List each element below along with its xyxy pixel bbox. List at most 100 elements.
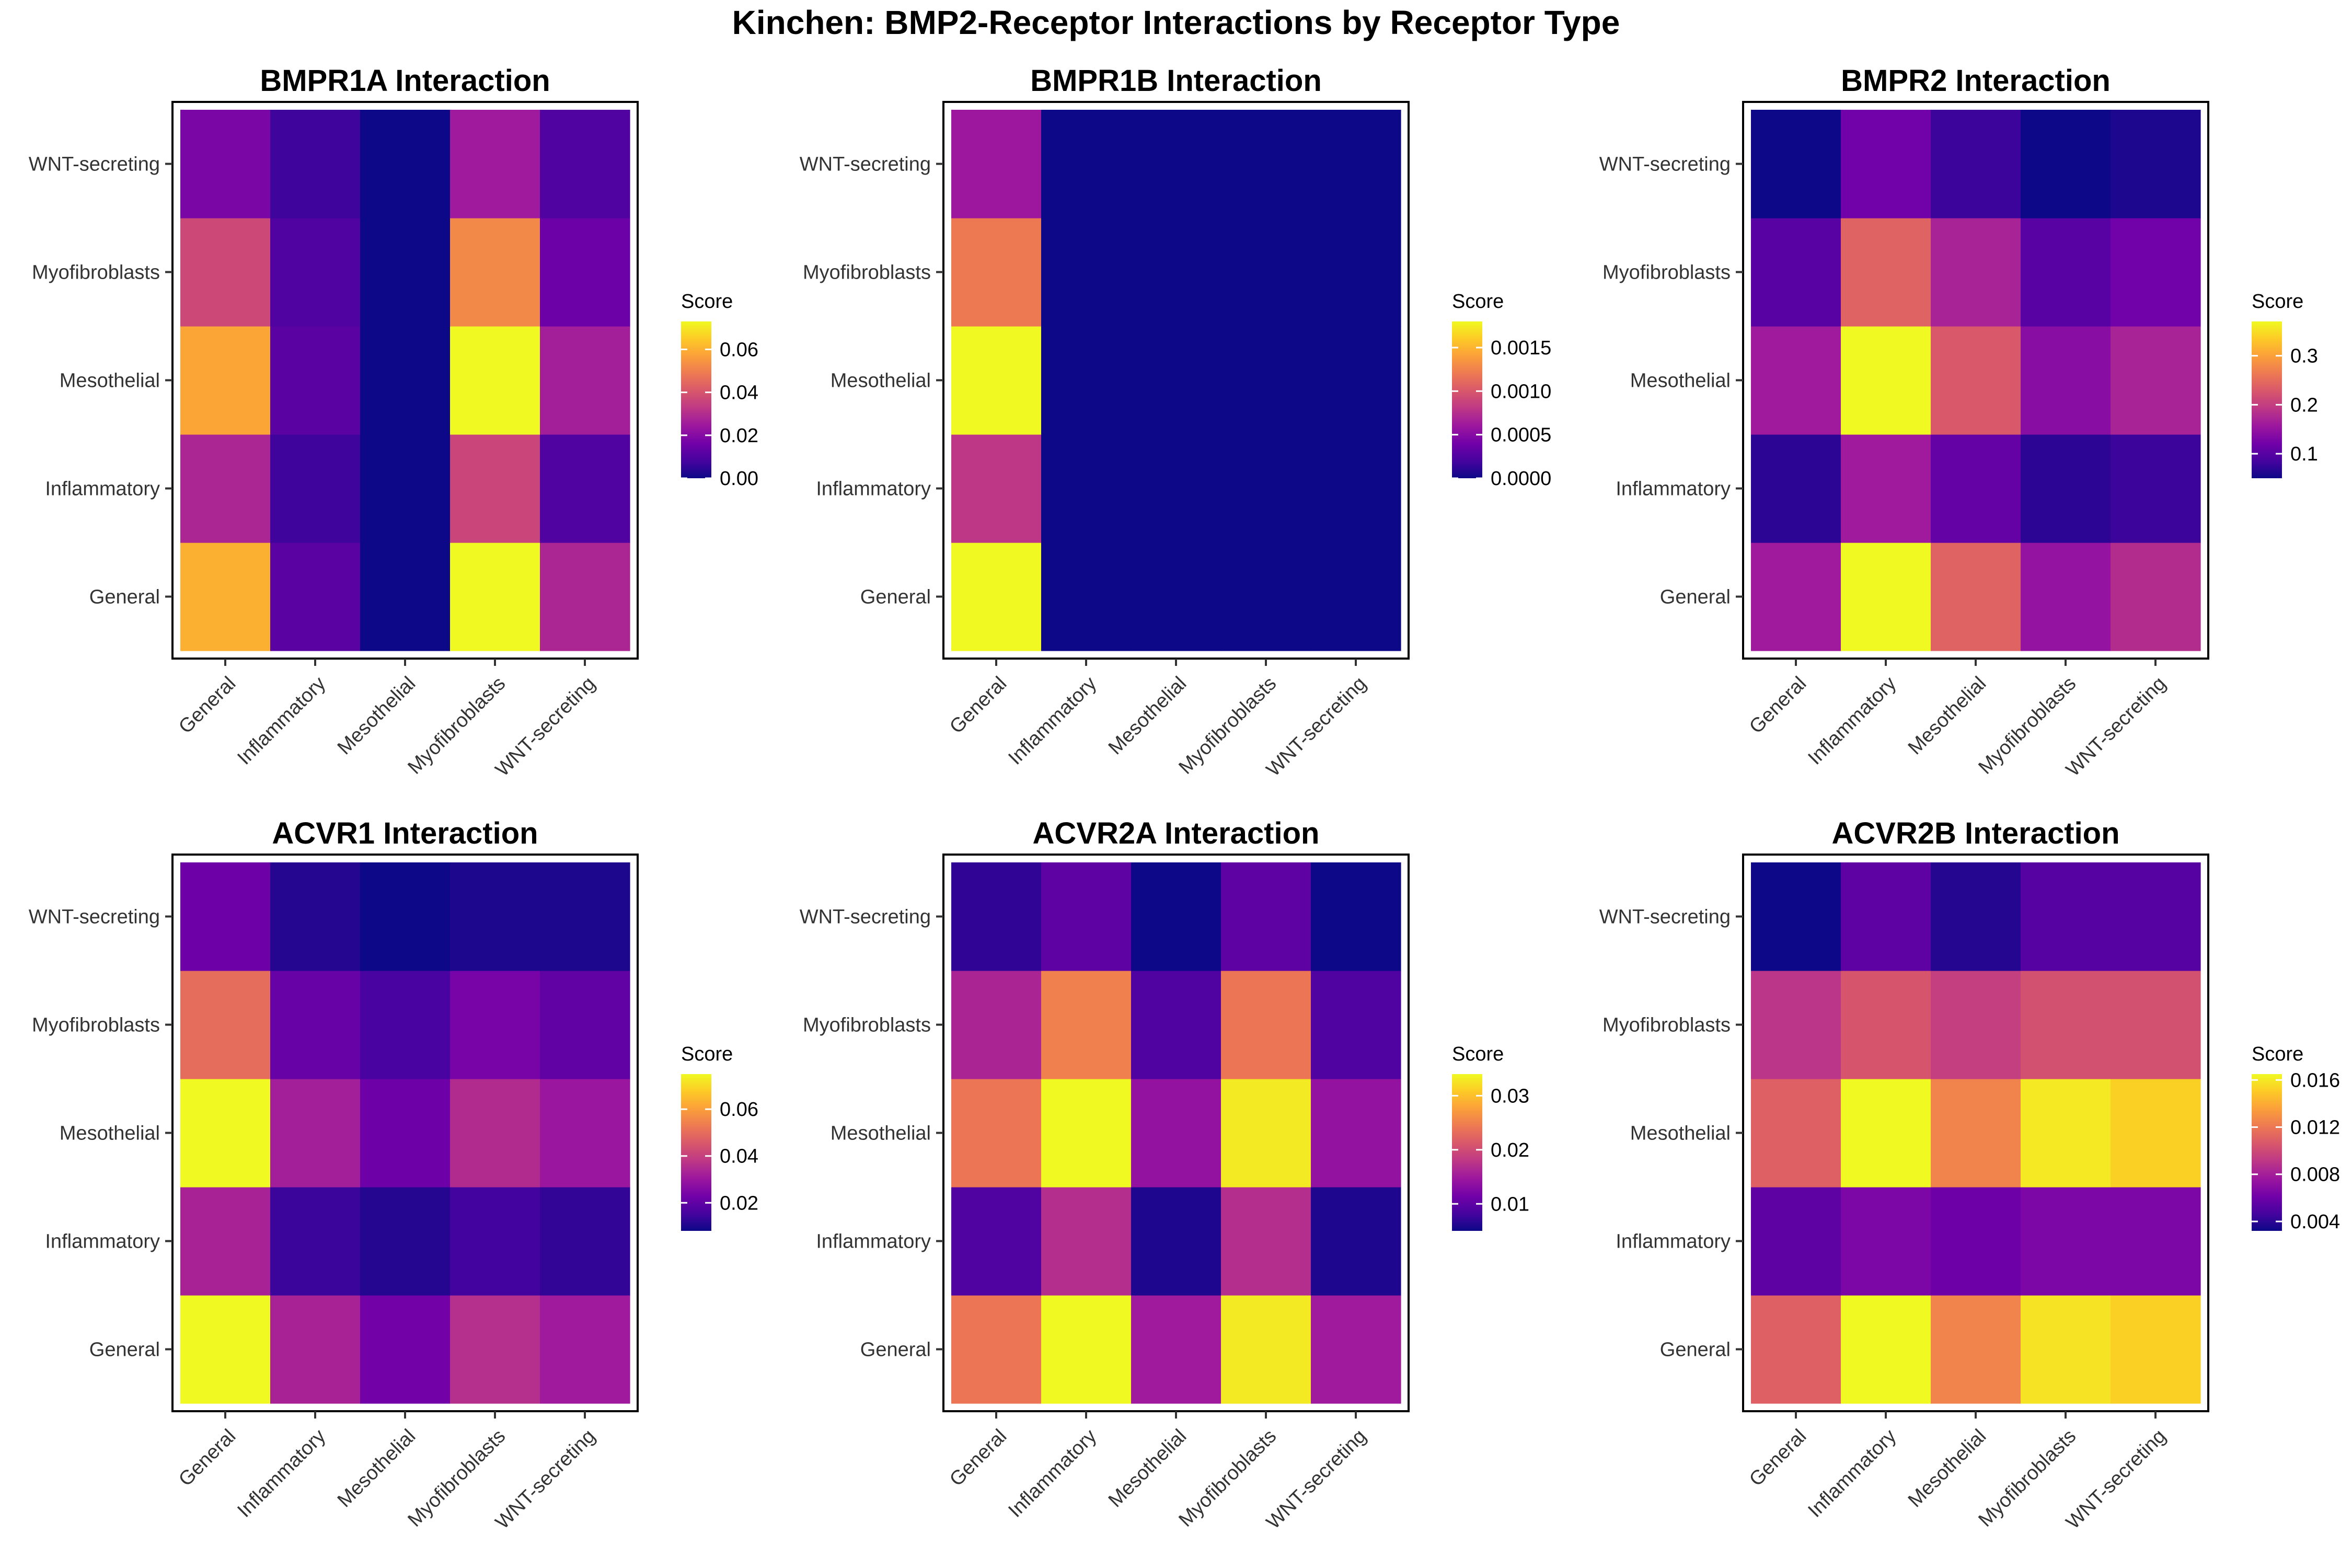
legend-tick-label: 0.02 bbox=[1491, 1139, 1529, 1161]
x-tick-label: General bbox=[175, 1425, 240, 1491]
heat-cell bbox=[270, 862, 361, 971]
bmpr1a-interaction-legend-title: Score bbox=[681, 291, 733, 313]
x-tick-label: Inflammatory bbox=[1804, 673, 1900, 769]
heat-cell bbox=[2111, 1079, 2201, 1187]
heat-cell bbox=[1131, 1079, 1221, 1187]
legend-tick-label: 0.06 bbox=[720, 1099, 758, 1121]
acvr2b-interaction-legend-title: Score bbox=[2252, 1043, 2303, 1065]
heat-cell bbox=[2111, 110, 2201, 218]
heat-cell bbox=[2111, 543, 2201, 651]
heat-cell bbox=[2111, 1295, 2201, 1404]
heat-cell bbox=[1311, 434, 1401, 543]
heat-cell bbox=[951, 434, 1042, 543]
heat-cell bbox=[1131, 1295, 1221, 1404]
heat-cell bbox=[2021, 1187, 2111, 1296]
acvr2b-interaction-title: ACVR2B Interaction bbox=[1831, 816, 2119, 850]
legend-tick-label: 0.0000 bbox=[1491, 468, 1551, 490]
heat-cell bbox=[2021, 218, 2111, 327]
acvr1-interaction-title: ACVR1 Interaction bbox=[272, 816, 538, 850]
heat-cell bbox=[1751, 218, 1841, 327]
y-tick-label: Mesothelial bbox=[831, 370, 931, 392]
x-tick-label: General bbox=[946, 1425, 1011, 1491]
heat-cell bbox=[1221, 110, 1311, 218]
heat-cell bbox=[1041, 218, 1132, 327]
heat-cell bbox=[270, 326, 361, 435]
legend-tick-label: 0.3 bbox=[2290, 345, 2318, 367]
y-tick-label: General bbox=[1660, 1339, 1731, 1361]
heat-cell bbox=[1931, 1187, 2021, 1296]
bmpr1b-interaction-legend-title: Score bbox=[1452, 291, 1504, 313]
heat-cell bbox=[2111, 862, 2201, 971]
y-tick-label: WNT-secreting bbox=[29, 906, 160, 928]
heat-cell bbox=[2021, 110, 2111, 218]
heat-cell bbox=[540, 218, 630, 327]
bmpr2-interaction-title: BMPR2 Interaction bbox=[1841, 64, 2111, 98]
heat-cell bbox=[1311, 862, 1401, 971]
heat-cell bbox=[450, 543, 540, 651]
legend-tick-label: 0.012 bbox=[2290, 1117, 2340, 1139]
heat-cell bbox=[360, 543, 451, 651]
x-tick-label: Mesothelial bbox=[1904, 1425, 1991, 1512]
legend-tick-label: 0.00 bbox=[720, 468, 758, 490]
heat-cell bbox=[360, 1079, 451, 1187]
heat-cell bbox=[2111, 218, 2201, 327]
heat-cell bbox=[1931, 543, 2021, 651]
heat-cell bbox=[951, 1295, 1042, 1404]
heat-cell bbox=[180, 218, 271, 327]
heat-cell bbox=[951, 1079, 1042, 1187]
heat-cell bbox=[1751, 434, 1841, 543]
heat-cell bbox=[360, 1187, 451, 1296]
heat-cell bbox=[1841, 434, 1931, 543]
heat-cell bbox=[2111, 971, 2201, 1079]
heat-cell bbox=[1931, 434, 2021, 543]
heat-cell bbox=[270, 1295, 361, 1404]
heat-cell bbox=[270, 1079, 361, 1187]
heat-cell bbox=[1041, 862, 1132, 971]
heat-cell bbox=[1841, 1187, 1931, 1296]
bmpr2-interaction-panel: BMPR2 InteractionGeneralInflammatoryMeso… bbox=[1599, 64, 2318, 781]
heat-cell bbox=[1221, 326, 1311, 435]
legend-tick-label: 0.04 bbox=[720, 382, 758, 404]
heat-cell bbox=[1041, 1295, 1132, 1404]
heat-cell bbox=[1311, 218, 1401, 327]
legend-tick-label: 0.1 bbox=[2290, 443, 2318, 465]
heat-cell bbox=[1931, 862, 2021, 971]
acvr2a-interaction-panel: ACVR2A InteractionGeneralInflammatoryMes… bbox=[800, 816, 1529, 1534]
y-tick-label: WNT-secreting bbox=[1599, 154, 1731, 176]
heat-cell bbox=[951, 218, 1042, 327]
y-tick-label: Inflammatory bbox=[1616, 478, 1731, 500]
heat-cell bbox=[1221, 1187, 1311, 1296]
x-tick-label: Mesothelial bbox=[1904, 673, 1991, 759]
bmpr1a-interaction-panel: BMPR1A InteractionGeneralInflammatoryMes… bbox=[29, 64, 758, 781]
heat-cell bbox=[450, 1079, 540, 1187]
y-tick-label: Mesothelial bbox=[1630, 1123, 1731, 1145]
legend-tick-label: 0.2 bbox=[2290, 394, 2318, 416]
heat-cell bbox=[1131, 326, 1221, 435]
heat-cell bbox=[1931, 1079, 2021, 1187]
heat-cell bbox=[540, 326, 630, 435]
heat-cell bbox=[1751, 1187, 1841, 1296]
heat-cell bbox=[540, 543, 630, 651]
bmpr2-interaction-legend-title: Score bbox=[2252, 291, 2303, 313]
y-tick-label: General bbox=[89, 1339, 160, 1361]
heat-cell bbox=[450, 326, 540, 435]
heat-cell bbox=[450, 862, 540, 971]
acvr2a-interaction-title: ACVR2A Interaction bbox=[1033, 816, 1320, 850]
legend-tick-label: 0.0015 bbox=[1491, 337, 1551, 359]
bmpr1b-interaction-colorbar bbox=[1452, 321, 1482, 478]
heat-cell bbox=[1131, 110, 1221, 218]
y-tick-label: Myofibroblasts bbox=[803, 1014, 931, 1036]
heat-cell bbox=[450, 1187, 540, 1296]
heat-cell bbox=[1841, 1295, 1931, 1404]
heat-cell bbox=[1841, 218, 1931, 327]
y-tick-label: WNT-secreting bbox=[29, 154, 160, 176]
legend-tick-label: 0.0010 bbox=[1491, 381, 1551, 402]
x-tick-label: General bbox=[946, 673, 1011, 738]
heat-cell bbox=[360, 971, 451, 1079]
heat-cell bbox=[450, 971, 540, 1079]
heat-cell bbox=[1131, 543, 1221, 651]
bmpr1b-interaction-title: BMPR1B Interaction bbox=[1030, 64, 1322, 98]
x-tick-label: Mesothelial bbox=[1104, 1425, 1191, 1512]
heat-cell bbox=[1751, 862, 1841, 971]
heat-cell bbox=[1311, 971, 1401, 1079]
